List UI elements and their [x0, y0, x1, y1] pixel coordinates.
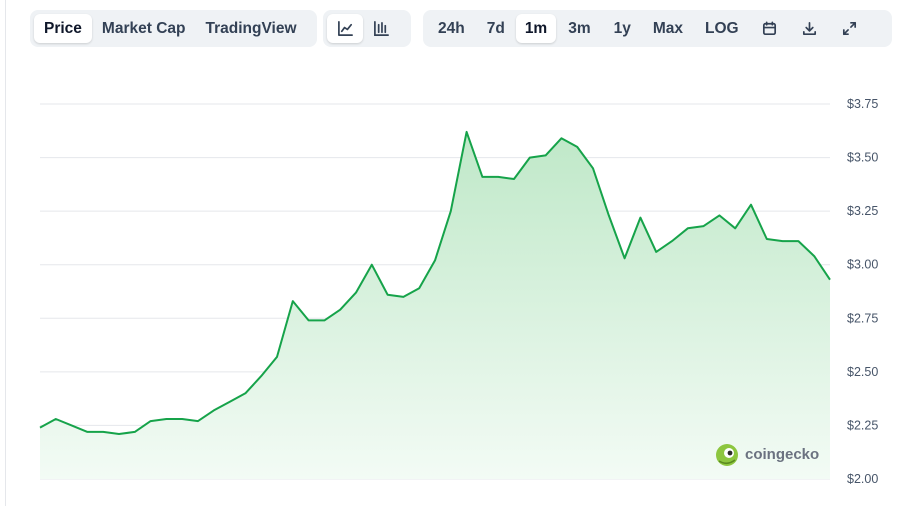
y-tick-label: $3.00: [847, 258, 878, 272]
price-line: [39, 130, 831, 435]
fullscreen-button[interactable]: [830, 14, 870, 43]
coingecko-logo-icon: [716, 444, 738, 466]
tab-price[interactable]: Price: [34, 14, 92, 43]
y-tick-label: $2.50: [847, 365, 878, 379]
y-tick-label: $3.75: [847, 97, 878, 111]
y-tick-label: $2.75: [847, 311, 878, 325]
y-axis: $3.75 $3.50 $3.25 $3.00 $2.75 $2.50 $2.25 $2.00: [847, 97, 878, 486]
range-7d[interactable]: 7d: [486, 19, 505, 37]
range-max[interactable]: Max: [652, 19, 684, 37]
view-tabs: Price Market Cap TradingView: [30, 10, 317, 47]
coingecko-watermark: coingecko: [716, 444, 819, 466]
watermark-text: coingecko: [745, 446, 819, 463]
fullscreen-icon: [843, 21, 857, 36]
price-area: [40, 131, 830, 479]
y-tick-label: $2.25: [847, 418, 878, 432]
log-scale-toggle[interactable]: LOG: [705, 19, 739, 37]
range-3m[interactable]: 3m: [568, 19, 591, 37]
candlestick-button[interactable]: [363, 14, 399, 43]
chart-style-toggle: [323, 10, 411, 47]
line-chart-icon: [337, 21, 353, 36]
left-border: [5, 0, 6, 506]
y-tick-label: $2.00: [847, 472, 878, 486]
tab-market-cap[interactable]: Market Cap: [101, 19, 186, 37]
calendar-icon: [763, 21, 777, 36]
date-range-button[interactable]: [750, 14, 790, 43]
range-24h[interactable]: 24h: [438, 19, 465, 37]
range-1m[interactable]: 1m: [515, 14, 557, 43]
download-icon: [803, 21, 817, 36]
range-selector: 24h 7d 1m 3m 1y Max LOG: [423, 10, 892, 47]
line-chart-button[interactable]: [327, 14, 363, 43]
range-1y[interactable]: 1y: [613, 19, 631, 37]
candlestick-icon: [373, 21, 389, 36]
y-tick-label: $3.50: [847, 151, 878, 165]
y-tick-label: $3.25: [847, 204, 878, 218]
tab-tradingview[interactable]: TradingView: [205, 19, 297, 37]
download-button[interactable]: [790, 14, 830, 43]
